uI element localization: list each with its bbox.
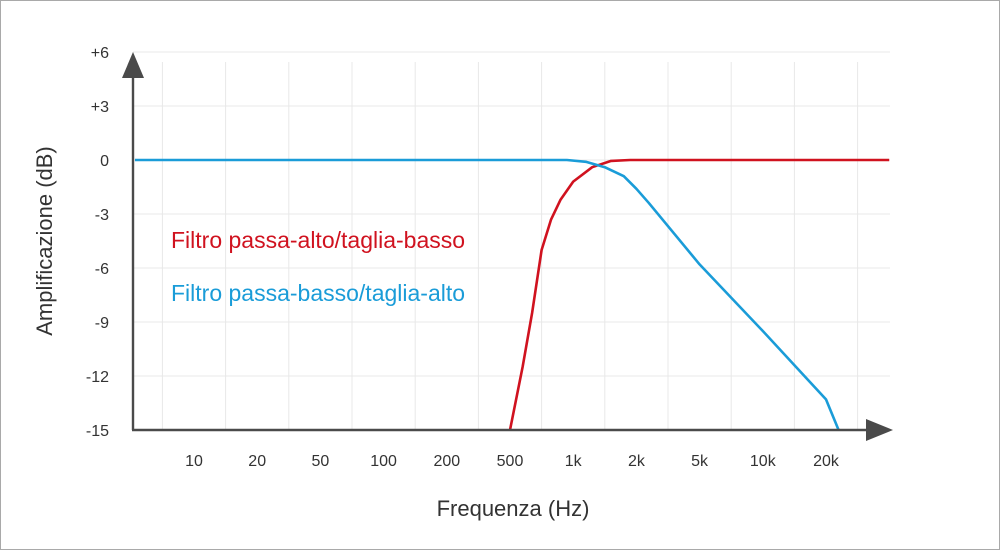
grid: [133, 51, 890, 430]
axes: [122, 52, 893, 441]
y-tick-label: +6: [91, 45, 109, 62]
x-tick-label: 20: [248, 453, 266, 470]
x-tick-label: 5k: [691, 453, 709, 470]
series-layer: [135, 158, 890, 431]
x-tick-label: 20k: [813, 453, 840, 470]
x-tick-label: 200: [433, 453, 460, 470]
x-tick-label: 10k: [750, 453, 777, 470]
x-tick-label: 50: [312, 453, 330, 470]
x-axis-arrow: [866, 419, 893, 441]
series-line-high-pass: [508, 158, 890, 431]
x-tick-label: 2k: [628, 453, 646, 470]
x-tick-label: 100: [370, 453, 397, 470]
tick-labels: +6 +3 0 -3 -6 -9 -12 -15 10 20 50 100 200 500 1k 2k 5k 10…: [86, 45, 840, 470]
legend-high-pass: Filtro passa-alto/taglia-basso: [171, 227, 465, 253]
x-tick-label: 10: [185, 453, 203, 470]
y-axis-title: Amplificazione (dB): [32, 146, 57, 336]
y-tick-label: -6: [95, 261, 109, 278]
series-line-low-pass: [135, 158, 840, 431]
legend-low-pass: Filtro passa-basso/taglia-alto: [171, 280, 465, 306]
y-tick-label: 0: [100, 153, 109, 170]
y-tick-label: -12: [86, 369, 109, 386]
y-tick-label: +3: [91, 99, 109, 116]
y-tick-label: -3: [95, 207, 109, 224]
y-tick-label: -15: [86, 423, 109, 440]
y-axis-arrow: [122, 52, 144, 78]
x-tick-label: 1k: [565, 453, 583, 470]
x-axis-title: Frequenza (Hz): [437, 496, 590, 521]
x-tick-label: 500: [497, 453, 524, 470]
y-tick-label: -9: [95, 315, 109, 332]
